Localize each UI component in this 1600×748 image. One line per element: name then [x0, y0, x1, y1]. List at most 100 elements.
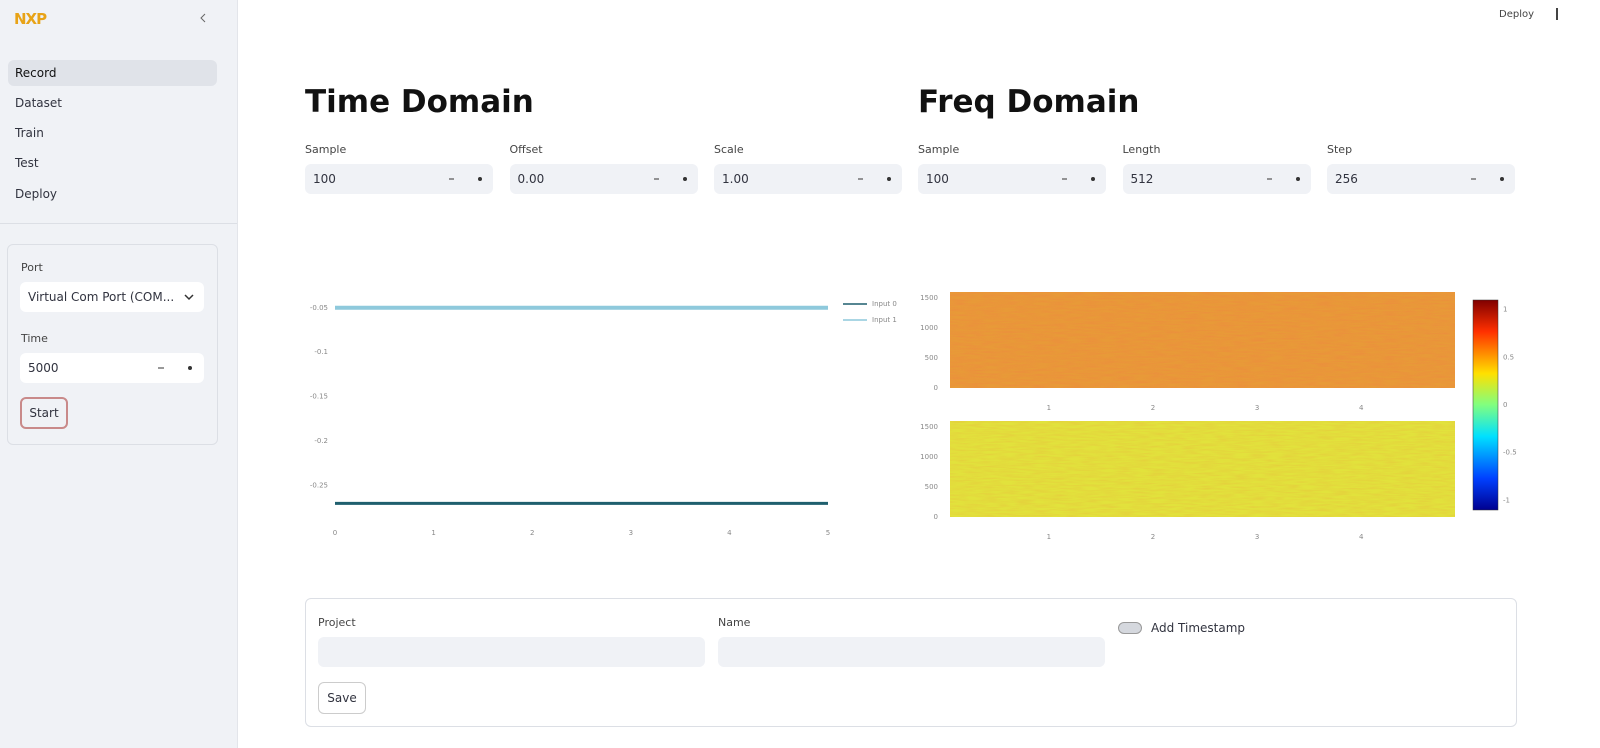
name-input[interactable]	[718, 637, 1105, 667]
plus-icon	[1091, 177, 1095, 181]
number-input[interactable]: 256	[1327, 164, 1515, 194]
timestamp-toggle[interactable]	[1118, 622, 1142, 634]
save-form: Project Name Add Timestamp Save	[305, 598, 1517, 727]
plus-icon	[682, 177, 687, 181]
sidebar: NXP Record Dataset Train Test Deploy Por…	[0, 0, 238, 748]
port-value: Virtual Com Port (COM...	[28, 290, 175, 304]
chevron	[184, 294, 194, 301]
stepper[interactable]	[856, 174, 896, 184]
colorbar-tick-label: 0	[1503, 401, 1507, 409]
y-tick-label: -0.15	[310, 393, 328, 401]
number-input[interactable]: 1.00	[714, 164, 902, 194]
x-tick-label: 2	[1151, 533, 1155, 541]
divider	[0, 223, 237, 224]
colorbar-tick-label: 0.5	[1503, 353, 1514, 361]
input-value: 100	[313, 172, 336, 186]
stepper[interactable]	[156, 363, 196, 373]
x-tick-label: 4	[1359, 533, 1364, 541]
x-tick-label: 1	[431, 529, 435, 537]
start-button[interactable]: Start	[20, 397, 68, 429]
input-value: 100	[926, 172, 949, 186]
nav-item[interactable]: Test	[15, 156, 39, 170]
y-tick-label: -0.1	[314, 348, 328, 356]
save-button[interactable]: Save	[318, 682, 366, 714]
x-tick-label: 3	[1255, 533, 1259, 541]
plus-icon	[1295, 177, 1300, 181]
input-label: Sample	[305, 143, 347, 156]
heatmap-texture	[950, 292, 1455, 388]
nav-item[interactable]: Deploy	[15, 187, 58, 201]
heatmap-texture	[950, 421, 1455, 517]
plus-icon	[887, 177, 891, 181]
project-label: Project	[318, 616, 356, 629]
x-tick-label: 5	[826, 529, 830, 537]
stepper[interactable]	[1265, 174, 1305, 184]
number-input[interactable]: 100	[305, 164, 493, 194]
project-input[interactable]	[318, 637, 705, 667]
time-input[interactable]: 5000	[20, 353, 204, 383]
input-label: Step	[1327, 143, 1353, 156]
colorbar-tick-label: 1	[1503, 306, 1507, 314]
x-tick-label: 2	[1151, 404, 1155, 412]
input-label: Length	[1122, 143, 1161, 156]
number-input[interactable]: 0.00	[509, 164, 698, 194]
nav-item[interactable]: Dataset	[15, 96, 62, 110]
collapse-icon[interactable]	[198, 12, 208, 24]
name-label: Name	[718, 616, 751, 629]
y-tick-label: -0.05	[310, 304, 328, 312]
stepper[interactable]	[1060, 174, 1100, 184]
y-tick-label: -0.2	[314, 437, 328, 445]
stepper[interactable]	[1469, 174, 1509, 184]
y-tick-label: 1500	[920, 294, 938, 302]
y-tick-label: 1500	[920, 423, 938, 431]
x-tick-label: 1	[1047, 404, 1051, 412]
input-value: 512	[1130, 172, 1154, 186]
port-label: Port	[21, 261, 43, 274]
colorbar	[1472, 299, 1499, 511]
section-title: Freq Domain	[918, 84, 1140, 120]
input-label: Scale	[714, 143, 744, 156]
x-tick-label: 3	[629, 529, 633, 537]
x-tick-label: 3	[1255, 404, 1259, 412]
time-value: 5000	[28, 361, 59, 375]
input-value: 1.00	[722, 172, 749, 186]
legend-label: Input 1	[872, 316, 897, 324]
legend-label: Input 0	[872, 300, 897, 308]
input-label: Offset	[509, 143, 543, 156]
logo: NXP	[14, 10, 47, 28]
colorbar-tick-label: -1	[1503, 496, 1510, 504]
y-tick-label: -0.25	[310, 482, 328, 490]
y-tick-label: 500	[925, 483, 938, 491]
stepper[interactable]	[447, 174, 487, 184]
port-select[interactable]: Virtual Com Port (COM...	[20, 282, 204, 312]
number-input[interactable]: 512	[1122, 164, 1311, 194]
y-tick-label: 500	[925, 354, 938, 362]
y-tick-label: 0	[934, 513, 938, 521]
nav-item[interactable]: Record	[8, 60, 217, 86]
settings-panel: Port Virtual Com Port (COM... Time 5000 …	[7, 244, 218, 445]
stepper[interactable]	[652, 174, 692, 184]
y-tick-label: 0	[934, 384, 938, 392]
x-tick-label: 4	[727, 529, 732, 537]
plus-icon	[478, 177, 482, 181]
nav-item[interactable]: Train	[15, 126, 44, 140]
deploy-button[interactable]: Deploy	[1499, 9, 1535, 20]
y-tick-label: 1000	[920, 453, 938, 461]
colorbar-tick-label: -0.5	[1503, 449, 1517, 457]
section-title: Time Domain	[305, 84, 534, 120]
x-tick-label: 1	[1047, 533, 1051, 541]
input-value: 0.00	[517, 172, 545, 186]
input-label: Sample	[918, 143, 960, 156]
timestamp-label: Add Timestamp	[1151, 621, 1246, 635]
time-label: Time	[21, 332, 48, 345]
number-input[interactable]: 100	[918, 164, 1106, 194]
input-value: 256	[1335, 172, 1358, 186]
y-tick-label: 1000	[920, 324, 938, 332]
x-tick-label: 0	[333, 529, 337, 537]
plus-icon	[1500, 177, 1504, 181]
x-tick-label: 2	[530, 529, 534, 537]
x-tick-label: 4	[1359, 404, 1364, 412]
menu-icon[interactable]	[1556, 8, 1558, 20]
